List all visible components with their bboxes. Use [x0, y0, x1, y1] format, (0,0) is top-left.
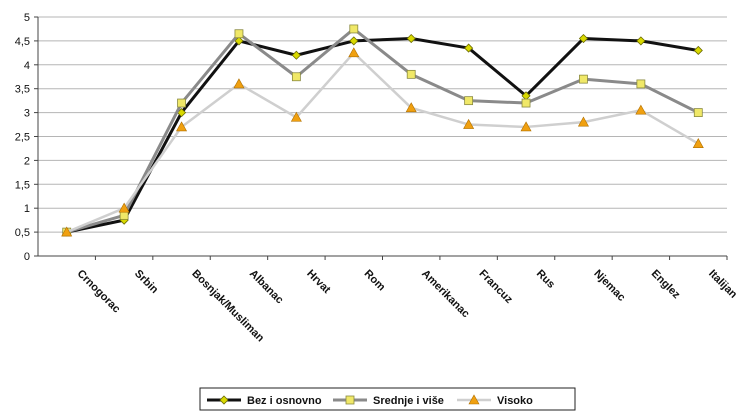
y-tick-label: 3,5	[15, 84, 30, 96]
y-tick-label: 3	[24, 108, 30, 120]
y-tick-label: 4,5	[15, 36, 30, 48]
series-line	[66, 51, 699, 234]
x-tick-label: Albanac	[247, 268, 286, 307]
data-point	[579, 74, 588, 84]
y-tick-label: 0,5	[15, 227, 30, 239]
data-point	[348, 47, 360, 58]
data-point	[464, 43, 474, 53]
data-point	[406, 33, 416, 44]
y-tick-label: 2	[24, 155, 30, 167]
data-point	[464, 96, 474, 106]
legend-label: Bez i osnovno	[247, 395, 322, 407]
data-point	[405, 102, 417, 113]
data-point	[578, 33, 589, 44]
data-point	[291, 72, 301, 82]
y-tick-label: 0	[24, 251, 30, 263]
data-point	[463, 118, 475, 129]
legend-label: Visoko	[497, 395, 533, 407]
x-tick-label: Francuz	[477, 268, 516, 307]
y-tick-labels: 0 0,5 1 1,5 2 2,5 3 3,5 4 4,5 5	[15, 12, 38, 263]
data-point	[345, 395, 355, 405]
y-tick-label: 5	[24, 12, 30, 24]
legend-box	[199, 387, 576, 411]
series-group	[61, 24, 704, 237]
data-point	[234, 29, 244, 39]
legend-label: Srednje i više	[373, 395, 444, 407]
y-tick-label: 2,5	[15, 132, 30, 144]
data-point	[233, 78, 245, 89]
data-point	[406, 69, 416, 79]
data-point	[636, 79, 646, 89]
legend-item: Bez i osnovno	[207, 395, 322, 407]
x-tick-label: Crnogorac	[75, 268, 123, 316]
legend: Bez i osnovno Srednje i više Visoko	[199, 387, 576, 411]
x-tick-label: Rom	[362, 268, 388, 294]
data-point	[636, 36, 646, 46]
data-point	[291, 50, 301, 60]
data-point	[177, 98, 186, 108]
series-line	[66, 27, 699, 234]
data-point	[692, 138, 704, 148]
data-point	[234, 36, 244, 46]
series-line	[66, 37, 699, 234]
data-point	[61, 226, 73, 237]
data-point	[219, 395, 229, 405]
x-tick-label: Amerikanac	[419, 268, 472, 321]
data-point	[693, 45, 703, 56]
x-tick-label: Italijan	[706, 268, 739, 301]
x-tick-label: Srbin	[132, 268, 161, 297]
x-tick-label: Hrvat	[304, 268, 333, 297]
x-tick-label: Njemac	[591, 268, 627, 304]
data-point	[349, 36, 359, 46]
x-tick-label: Englez	[649, 268, 683, 302]
legend-item: Srednje i više	[333, 395, 444, 407]
data-point	[176, 121, 188, 132]
data-point	[693, 108, 703, 117]
data-point	[119, 210, 129, 220]
data-point	[521, 98, 531, 108]
x-tick-label: Rus	[534, 268, 557, 291]
y-tick-label: 1	[24, 203, 30, 215]
gridlines	[38, 16, 727, 233]
series-3	[61, 47, 704, 237]
data-point	[118, 202, 130, 213]
data-point	[468, 394, 480, 405]
data-point	[635, 104, 647, 115]
data-point	[520, 121, 532, 132]
y-tick-label: 1,5	[15, 179, 30, 191]
data-point	[290, 111, 302, 122]
data-point	[349, 24, 359, 34]
data-point	[577, 116, 589, 127]
series-2	[62, 24, 703, 237]
y-tick-label: 4	[24, 60, 30, 72]
legend-item: Visoko	[457, 394, 533, 407]
